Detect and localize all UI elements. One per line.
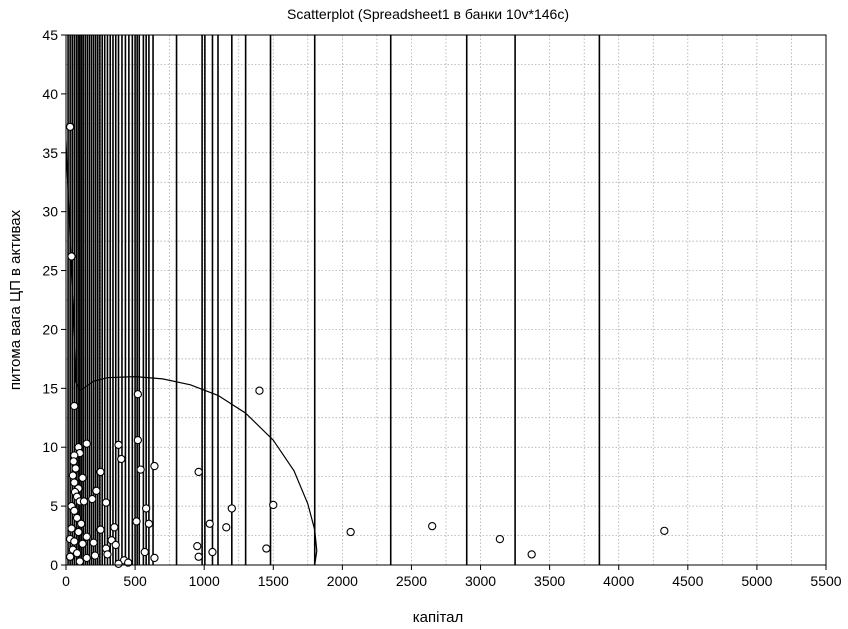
data-point <box>150 461 159 471</box>
data-point <box>205 519 214 528</box>
data-point <box>140 547 149 557</box>
y-tick-label: 0 <box>50 557 58 573</box>
data-point <box>68 471 78 480</box>
x-tick-label: 2000 <box>327 573 358 589</box>
x-tick-label: 4000 <box>603 573 634 589</box>
x-tick-label: 3500 <box>534 573 565 589</box>
data-point <box>117 454 126 464</box>
plot-frame <box>65 34 827 566</box>
envelope-curve-group <box>66 140 318 565</box>
data-point <box>227 504 236 513</box>
data-point <box>96 467 105 477</box>
data-point <box>65 122 75 132</box>
axes <box>61 34 827 570</box>
envelope-curve <box>66 140 318 565</box>
tick-labels: 0 500 1000 1500 2000 2500 3000 3500 4000 4500 5000… <box>42 27 841 589</box>
x-tick-label: 5500 <box>810 573 841 589</box>
x-tick-label: 0 <box>62 573 70 589</box>
chart-title: Scatterplot (Spreadsheet1 в банки 10v*14… <box>287 6 569 22</box>
data-point <box>72 513 82 523</box>
data-point <box>70 537 79 546</box>
y-tick-label: 5 <box>50 498 58 514</box>
data-point <box>96 525 105 534</box>
y-tick-label: 15 <box>42 380 58 396</box>
data-point <box>89 538 98 547</box>
y-tick-label: 30 <box>42 204 58 220</box>
x-tick-label: 4500 <box>672 573 703 589</box>
data-point <box>110 523 119 532</box>
data-point <box>194 552 203 561</box>
data-point <box>222 523 231 532</box>
data-point <box>346 527 355 537</box>
data-point <box>71 464 80 473</box>
x-tick-label: 1000 <box>189 573 220 589</box>
grid <box>66 35 826 565</box>
y-tick-label: 40 <box>42 86 58 102</box>
y-tick-label: 45 <box>42 27 58 43</box>
x-tick-label: 2500 <box>396 573 427 589</box>
data-point <box>75 557 84 566</box>
data-point <box>114 559 123 568</box>
data-point <box>101 498 111 507</box>
x-axis-label: капітал <box>413 609 464 626</box>
x-tick-label: 3000 <box>465 573 496 589</box>
data-point <box>428 521 437 531</box>
data-point <box>77 519 86 528</box>
data-point <box>132 517 141 526</box>
data-point <box>133 390 143 399</box>
y-tick-label: 25 <box>42 263 58 279</box>
data-point <box>111 540 120 550</box>
data-point <box>193 542 202 551</box>
data-point <box>78 539 87 548</box>
data-point <box>133 436 143 445</box>
data-point <box>65 552 75 561</box>
data-point <box>79 497 89 506</box>
data-point <box>269 500 278 510</box>
data-point <box>660 526 669 535</box>
x-tick-label: 500 <box>123 573 147 589</box>
data-point <box>82 532 91 541</box>
data-point <box>136 465 145 474</box>
data-point <box>67 524 76 533</box>
data-point <box>82 553 91 563</box>
data-point <box>262 544 271 553</box>
data-point <box>255 386 264 395</box>
data-point <box>150 553 159 563</box>
data-point <box>124 558 133 567</box>
data-point <box>82 439 91 448</box>
data-point <box>74 527 83 537</box>
x-tick-label: 5000 <box>741 573 772 589</box>
data-point <box>70 401 79 411</box>
data-points <box>65 122 669 568</box>
data-point <box>78 473 87 482</box>
data-point <box>70 506 79 515</box>
data-point <box>208 547 217 557</box>
data-point <box>70 478 79 487</box>
y-tick-label: 35 <box>42 145 58 161</box>
data-point <box>194 467 203 477</box>
data-point <box>72 549 82 558</box>
y-tick-label: 10 <box>42 439 58 455</box>
data-point <box>103 550 112 559</box>
data-point <box>67 252 76 261</box>
data-point <box>495 534 505 544</box>
y-tick-label: 20 <box>42 321 58 337</box>
y-axis-label: питома вага ЦП в активах <box>7 209 24 390</box>
data-point <box>114 440 123 450</box>
data-point <box>69 457 78 466</box>
x-tick-label: 1500 <box>258 573 289 589</box>
data-point <box>92 486 101 495</box>
data-point <box>90 551 100 560</box>
data-point <box>144 519 154 528</box>
data-point <box>141 504 151 513</box>
data-point <box>88 494 97 504</box>
data-point <box>527 550 536 559</box>
